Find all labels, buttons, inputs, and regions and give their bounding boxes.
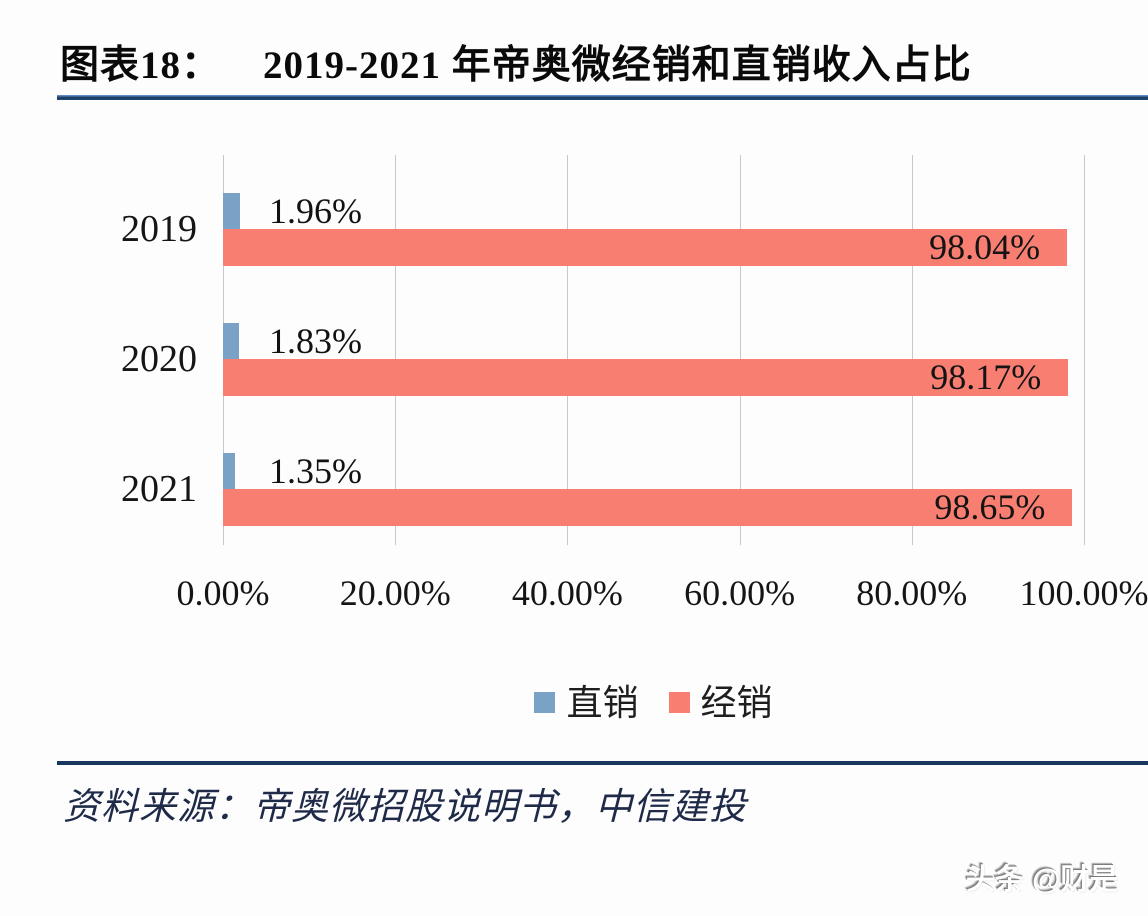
figure-title: 2019-2021 年帝奥微经销和直销收入占比 (263, 44, 972, 87)
legend-label: 直销 (566, 683, 639, 723)
x-tick-label: 100.00% (1019, 573, 1148, 613)
bar-direct-sales-2019 (223, 193, 240, 229)
bar-value-label: 98.65% (934, 487, 1046, 527)
gridline (567, 155, 569, 545)
legend-item-direct-sales: 直销 (534, 674, 639, 726)
bar-distribution-2020: 98.17% (223, 357, 1069, 397)
category-label: 2021 (121, 468, 197, 510)
bar-value-label: 1.83% (269, 321, 362, 361)
x-tick-label: 80.00% (856, 573, 968, 613)
plot-area: 2019 1.96% 98.04% 2020 1.83% 98.17% 2021… (121, 155, 1085, 545)
gridline (911, 155, 913, 545)
legend-item-distribution: 经销 (668, 674, 773, 726)
title-divider (57, 95, 1148, 100)
bar-value-label: 1.96% (269, 191, 362, 231)
gridline (1084, 155, 1085, 545)
x-tick-label: 20.00% (339, 573, 451, 613)
footer-divider (57, 761, 1148, 765)
bar-value-label: 1.35% (269, 451, 362, 491)
toutiao-watermark: 头条 @财是 (966, 864, 1119, 896)
gridline (739, 155, 741, 545)
bar-value-label: 98.04% (929, 227, 1041, 267)
bar-direct-sales-2020 (223, 323, 239, 359)
figure-number-label: 图表18： (60, 44, 222, 87)
legend-swatch-distribution (668, 691, 690, 713)
bar-distribution-2019: 98.04% (223, 227, 1068, 267)
gridline (395, 155, 397, 545)
bar-group-2021: 2021 1.35% 98.65% (121, 415, 1084, 545)
bar-direct-sales-2021 (223, 453, 235, 489)
legend-swatch-direct-sales (534, 691, 556, 713)
bar-group-2020: 2020 1.83% 98.17% (121, 285, 1084, 415)
figure-title-row: 图表18： 2019-2021 年帝奥微经销和直销收入占比 (60, 34, 972, 90)
x-tick-label: 40.00% (511, 573, 623, 613)
source-note: 资料来源：帝奥微招股说明书，中信建投 (63, 787, 747, 828)
bar-value-label: 98.17% (930, 357, 1042, 397)
category-label: 2020 (121, 338, 197, 380)
x-tick-label: 0.00% (176, 573, 270, 613)
category-label: 2019 (121, 208, 197, 250)
x-axis: 0.00% 20.00% 40.00% 60.00% 80.00% 100.00… (177, 572, 1148, 613)
x-tick-label: 60.00% (684, 573, 796, 613)
bar-group-2019: 2019 1.96% 98.04% (121, 155, 1084, 285)
legend-label: 经销 (700, 683, 773, 723)
legend: 直销 经销 (223, 674, 1084, 726)
bar-distribution-2021: 98.65% (223, 487, 1073, 527)
